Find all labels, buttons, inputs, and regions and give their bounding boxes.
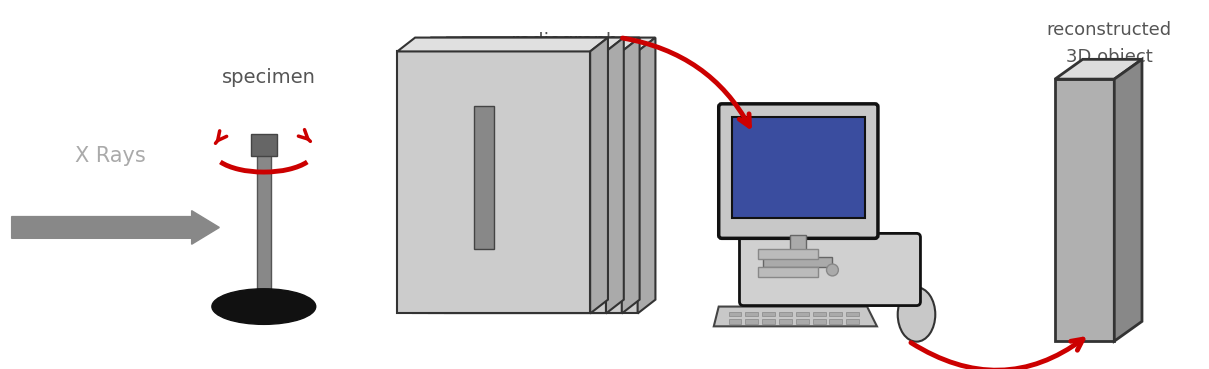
Bar <box>758 267 817 277</box>
Bar <box>796 311 809 317</box>
Bar <box>812 311 826 317</box>
Bar <box>429 51 621 314</box>
Text: reconstructed: reconstructed <box>1047 21 1172 39</box>
Text: 3D object: 3D object <box>1066 48 1152 66</box>
Bar <box>746 311 758 317</box>
Bar <box>746 320 758 324</box>
Polygon shape <box>621 38 640 314</box>
Bar <box>779 311 792 317</box>
Ellipse shape <box>827 264 838 276</box>
Bar <box>846 320 860 324</box>
FancyBboxPatch shape <box>718 104 878 238</box>
Text: X Rays: X Rays <box>75 146 146 166</box>
Bar <box>779 320 792 324</box>
Bar <box>731 117 866 218</box>
Ellipse shape <box>898 287 936 342</box>
Bar <box>398 51 590 314</box>
Polygon shape <box>445 38 655 51</box>
Ellipse shape <box>212 289 316 324</box>
Text: radiographs: radiographs <box>505 32 629 51</box>
Bar <box>789 235 805 257</box>
Bar <box>762 311 775 317</box>
Bar <box>251 134 277 156</box>
Polygon shape <box>713 307 877 326</box>
Polygon shape <box>429 38 640 51</box>
Text: specimen: specimen <box>221 68 316 87</box>
Bar <box>846 311 860 317</box>
Bar <box>413 51 606 314</box>
Polygon shape <box>606 38 624 314</box>
Bar <box>812 320 826 324</box>
Polygon shape <box>590 38 608 314</box>
Bar <box>1055 79 1115 341</box>
Bar <box>762 320 775 324</box>
Bar <box>445 51 637 314</box>
Polygon shape <box>398 38 608 51</box>
Bar <box>729 311 741 317</box>
Bar <box>796 320 809 324</box>
Bar <box>474 106 494 249</box>
Bar <box>758 249 817 259</box>
Bar <box>256 146 271 314</box>
Polygon shape <box>1055 59 1143 79</box>
Polygon shape <box>1115 59 1143 341</box>
Bar <box>829 311 843 317</box>
Bar <box>763 257 833 267</box>
Text: n: n <box>491 32 504 51</box>
Polygon shape <box>637 38 655 314</box>
Bar <box>729 320 741 324</box>
FancyArrow shape <box>12 211 219 244</box>
Bar <box>829 320 843 324</box>
FancyBboxPatch shape <box>740 233 920 306</box>
Polygon shape <box>413 38 624 51</box>
